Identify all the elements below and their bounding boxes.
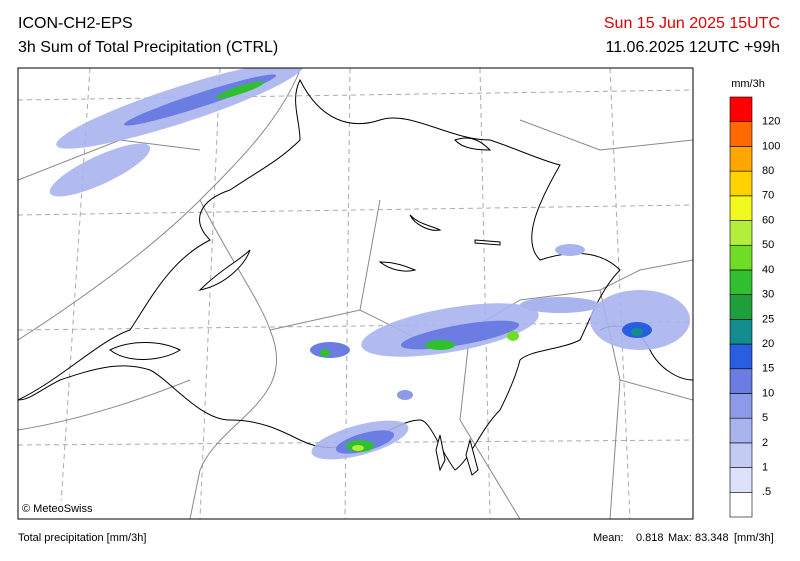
legend-swatch: [729, 121, 753, 147]
legend-swatch: [729, 417, 753, 444]
stats-unit: [mm/3h]: [734, 532, 774, 544]
legend-swatch: [729, 170, 753, 197]
legend-swatch: [729, 269, 753, 295]
legend-label: 100: [762, 140, 780, 152]
legend-label: 30: [762, 289, 774, 301]
lakes: [109, 137, 501, 476]
legend-label: 25: [762, 313, 774, 325]
legend-swatch: [729, 96, 753, 123]
map-frame: [17, 67, 694, 520]
legend-swatch: [729, 319, 753, 345]
legend-swatch: [729, 294, 753, 320]
legend-swatch: [729, 491, 753, 518]
legend-swatch: [729, 146, 753, 172]
legend-label: 15: [762, 363, 774, 375]
legend-label: .5: [762, 486, 771, 498]
run-time: 11.06.2025 12UTC +99h: [606, 39, 781, 56]
mean-label: Mean:: [593, 532, 624, 544]
legend-label: 60: [762, 214, 774, 226]
legend-label: 5: [762, 412, 768, 424]
legend-label: 50: [762, 239, 774, 251]
legend-swatch: [729, 393, 753, 419]
legend-label: 10: [762, 387, 774, 399]
legend-swatch: [729, 343, 753, 370]
credit: © MeteoSwiss: [22, 503, 93, 515]
legend-swatch: [729, 368, 753, 394]
valid-time: Sun 15 Jun 2025 15UTC: [604, 15, 780, 32]
precipitation: [49, 68, 690, 460]
credit-background: [18, 500, 158, 519]
map: © MeteoSwiss: [17, 67, 694, 520]
legend-label: 120: [762, 116, 780, 128]
legend-label: 2: [762, 437, 768, 449]
footer-stats: Mean: 0.818 Max: 83.348 [mm/3h]: [593, 532, 774, 544]
legend-swatch: [729, 244, 753, 271]
legend-swatch: [729, 442, 753, 468]
model-name: ICON-CH2-EPS: [18, 15, 133, 32]
legend-label: 70: [762, 190, 774, 202]
legend-swatch: [729, 195, 753, 221]
max-label: Max:: [668, 532, 692, 544]
product-name: 3h Sum of Total Precipitation (CTRL): [18, 39, 278, 56]
legend-label: 80: [762, 165, 774, 177]
legend-label: 40: [762, 264, 774, 276]
legend-label: 20: [762, 338, 774, 350]
max-value: 83.348: [695, 532, 729, 544]
footer-description: Total precipitation [mm/3h]: [18, 532, 146, 544]
legend-unit: mm/3h: [731, 78, 765, 90]
legend-label: 1: [762, 461, 768, 473]
legend-swatch: [729, 467, 753, 493]
mean-value: 0.818: [636, 532, 664, 544]
legend-swatch: [729, 220, 753, 246]
